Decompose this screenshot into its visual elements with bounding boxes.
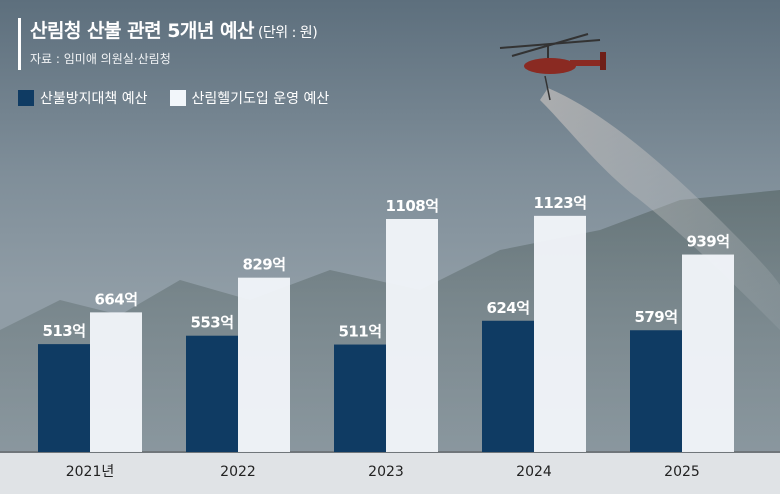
value-label-series-2-0: 664억 <box>94 290 137 308</box>
unit-label: (단위 : 원) <box>257 25 318 41</box>
x-tick-label-1: 2022 <box>220 464 256 480</box>
bar-series-2-1 <box>238 277 290 452</box>
chart-title-text: 산림청 산불 관련 5개년 예산 <box>30 20 254 42</box>
value-label-series-1-3: 624억 <box>486 299 529 317</box>
value-label-series-1-4: 579억 <box>634 308 677 326</box>
legend-label-series-2: 산림헬기도입 운영 예산 <box>191 91 330 107</box>
bar-series-1-4 <box>630 330 682 452</box>
value-label-series-1-2: 511억 <box>338 323 381 341</box>
x-tick-label-2: 2023 <box>368 464 404 480</box>
legend-label-series-1: 산불방지대책 예산 <box>40 91 148 107</box>
x-tick-label-4: 2025 <box>664 464 700 480</box>
bar-series-1-1 <box>186 335 238 452</box>
x-tick-label-0: 2021년 <box>66 464 115 480</box>
bar-series-2-2 <box>386 219 438 452</box>
bar-series-1-0 <box>38 344 90 452</box>
legend-item-series-1: 산불방지대책 예산 <box>18 88 148 108</box>
bar-series-1-2 <box>334 344 386 452</box>
bar-series-2-0 <box>90 312 142 452</box>
value-label-series-2-4: 939억 <box>686 233 729 251</box>
value-label-series-2-1: 829억 <box>242 256 285 274</box>
bar-series-2-4 <box>682 254 734 452</box>
source-note: 자료 : 임미애 의원실·산림청 <box>30 52 171 66</box>
legend-swatch-series-2 <box>169 90 186 106</box>
title-accent-bar <box>18 18 21 70</box>
value-label-series-2-2: 1108억 <box>385 197 438 215</box>
helicopter-icon <box>499 33 606 101</box>
bar-series-2-3 <box>534 215 586 452</box>
value-label-series-1-1: 553억 <box>190 314 233 332</box>
legend-swatch-series-1 <box>18 90 34 106</box>
legend: 산불방지대책 예산 산림헬기도입 운영 예산 <box>18 88 351 108</box>
value-label-series-1-0: 513억 <box>42 322 85 340</box>
x-axis-band <box>0 453 780 494</box>
legend-item-series-2: 산림헬기도입 운영 예산 <box>169 88 330 108</box>
chart-title: 산림청 산불 관련 5개년 예산 (단위 : 원) <box>30 16 318 43</box>
x-tick-label-3: 2024 <box>516 464 552 480</box>
value-label-series-2-3: 1123억 <box>533 194 586 212</box>
bar-series-1-3 <box>482 320 534 452</box>
